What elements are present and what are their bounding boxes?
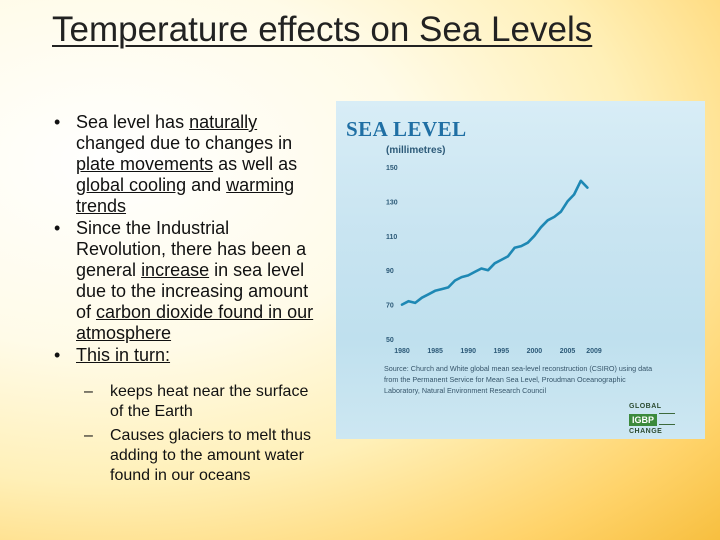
figure-title: SEA LEVEL bbox=[346, 117, 467, 141]
figure-source: Source: Church and White global mean sea… bbox=[384, 364, 653, 395]
x-tick-label: 1985 bbox=[427, 348, 443, 355]
bullet-text: carbon dioxide found in our atmosphere bbox=[76, 302, 314, 343]
y-tick-label: 50 bbox=[386, 337, 394, 344]
x-tick-label: 2009 bbox=[586, 348, 602, 355]
x-tick-label: 1990 bbox=[460, 348, 476, 355]
bullet-text: as well as bbox=[213, 154, 298, 174]
bullet-text: global cooling bbox=[76, 175, 187, 195]
bullet-text: Sea level has bbox=[76, 112, 190, 132]
slide-title: Temperature effects on Sea Levels bbox=[52, 10, 593, 49]
y-tick-label: 70 bbox=[386, 303, 394, 310]
y-tick-label: 150 bbox=[386, 165, 398, 172]
bullet-text: naturally bbox=[189, 112, 258, 132]
bullet-text: and bbox=[186, 175, 227, 195]
bullet-text: changed due to changes in bbox=[76, 133, 293, 153]
sub-bullet: keeps heat near the surface of the Earth bbox=[84, 382, 322, 422]
x-tick-label: 2005 bbox=[560, 348, 576, 355]
bullet-text: warming trends bbox=[76, 175, 295, 216]
sea-level-series-line bbox=[400, 179, 589, 306]
sea-level-figure: SEA LEVEL (millimetres) 150 130 110 90 70 50 1… bbox=[336, 101, 705, 439]
bullet-3: This in turn: keeps heat near the surface… bbox=[50, 345, 322, 486]
bullet-text: plate movements bbox=[76, 154, 214, 174]
logo-line-1: GLOBAL bbox=[629, 403, 662, 410]
bullet-1: Sea level has naturally changed due to c… bbox=[50, 112, 322, 217]
x-tick-label: 1980 bbox=[394, 348, 410, 355]
bullet-2: Since the Industrial Revolution, there h… bbox=[50, 218, 322, 344]
sub-bullet-list: keeps heat near the surface of the Earth… bbox=[76, 382, 322, 486]
bullet-text: in sea level due to the increasing amoun… bbox=[76, 260, 309, 322]
bullet-text: Since the Industrial Revolution, there h… bbox=[76, 218, 307, 280]
logo-lines bbox=[659, 412, 676, 425]
sub-bullet: Causes glaciers to melt thus adding to t… bbox=[84, 426, 322, 486]
y-tick-label: 110 bbox=[386, 234, 397, 241]
x-tick-label: 1995 bbox=[494, 348, 510, 355]
logo-box: IGBP bbox=[629, 414, 658, 426]
bullet-text: increase bbox=[141, 260, 210, 280]
igbp-logo: GLOBAL IGBP CHANGE bbox=[629, 403, 681, 435]
figure-unit-label: (millimetres) bbox=[386, 145, 446, 156]
y-tick-label: 130 bbox=[386, 199, 398, 206]
x-tick-label: 2000 bbox=[527, 348, 543, 355]
bullet-list: Sea level has naturally changed due to c… bbox=[50, 112, 322, 490]
bullet-text: This in turn: bbox=[76, 345, 171, 365]
y-tick-label: 90 bbox=[386, 268, 394, 275]
logo-line-2: CHANGE bbox=[629, 428, 663, 435]
